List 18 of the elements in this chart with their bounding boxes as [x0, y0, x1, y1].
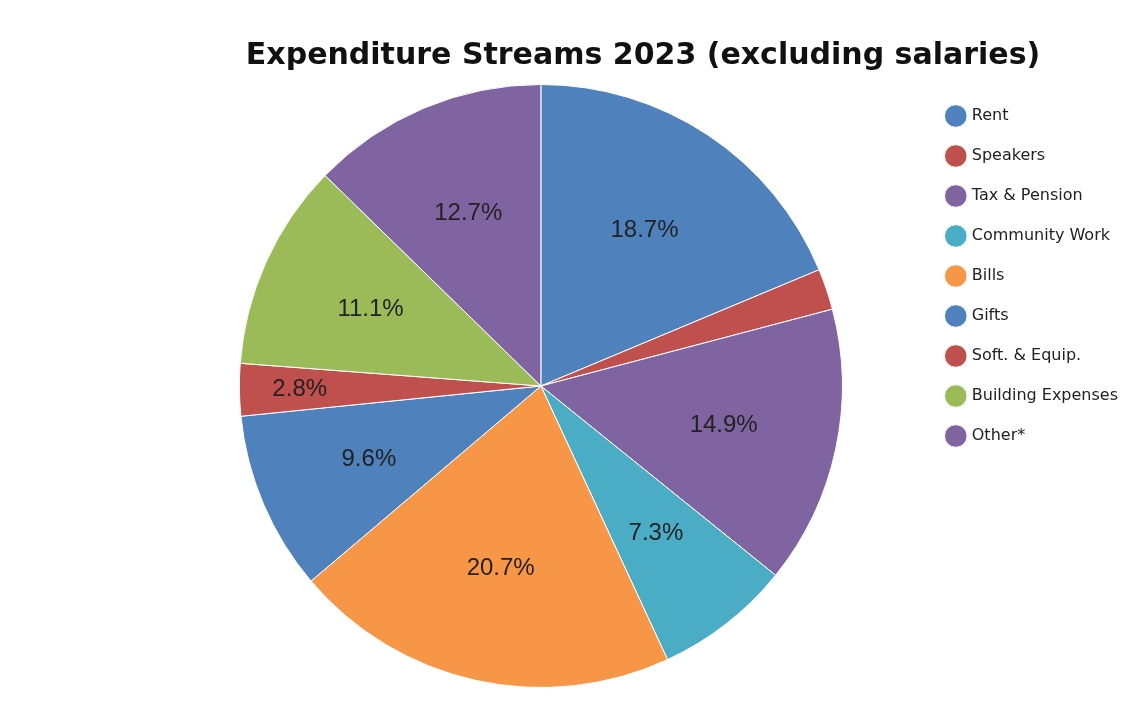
- legend-label: Building Expenses: [971, 385, 1119, 405]
- legend-label: Tax & Pension: [970, 185, 1083, 205]
- data-label: 7.3%: [628, 517, 684, 545]
- legend-label: Soft. & Equip.: [971, 345, 1082, 365]
- data-label: 18.7%: [610, 215, 679, 243]
- data-label: 11.1%: [337, 293, 404, 321]
- data-label: 20.7%: [466, 553, 535, 581]
- data-label: 14.9%: [689, 409, 758, 437]
- data-label: 12.7%: [434, 198, 503, 226]
- legend-label: Gifts: [971, 305, 1009, 325]
- legend-label: Other*: [971, 425, 1026, 445]
- legend-label: Bills: [971, 265, 1005, 285]
- data-label: 2.8%: [272, 373, 328, 401]
- legend-label: Rent: [971, 105, 1009, 125]
- chart-title: Expenditure Streams 2023 (excluding salaries): [245, 35, 1041, 71]
- legend-label: Speakers: [971, 145, 1046, 165]
- legend-label: Community Work: [971, 225, 1111, 245]
- data-label: 9.6%: [341, 443, 397, 471]
